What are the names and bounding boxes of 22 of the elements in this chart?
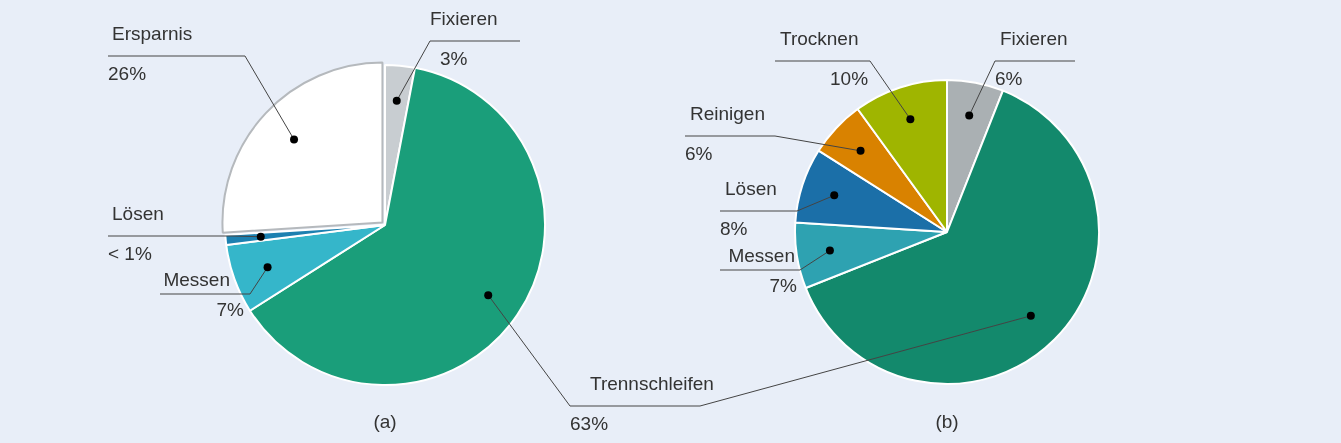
slice-label: Trennschleifen — [590, 373, 714, 394]
slice-label: Reinigen — [690, 103, 765, 124]
data-label: 3% — [440, 48, 468, 69]
data-label: 26% — [108, 63, 147, 84]
slice-label: Ersparnis — [112, 23, 193, 44]
data-label: < 1% — [108, 243, 152, 264]
data-label: 10% — [830, 68, 869, 89]
slice-label: Trocknen — [780, 28, 859, 49]
data-label: 63% — [570, 413, 609, 434]
slice-label: Fixieren — [1000, 28, 1068, 49]
text: (a) — [373, 411, 397, 432]
data-label: 7% — [216, 299, 245, 320]
slice-label: Lösen — [725, 178, 777, 199]
data-label: 6% — [995, 68, 1023, 89]
data-label: 8% — [720, 218, 748, 239]
slice-label: Messen — [728, 245, 795, 266]
data-label: 7% — [769, 275, 798, 296]
text: (b) — [935, 411, 959, 432]
slice-label: Lösen — [112, 203, 164, 224]
slice-label: Messen — [163, 269, 230, 290]
slice-label: Fixieren — [430, 8, 498, 29]
data-label: 6% — [685, 143, 713, 164]
